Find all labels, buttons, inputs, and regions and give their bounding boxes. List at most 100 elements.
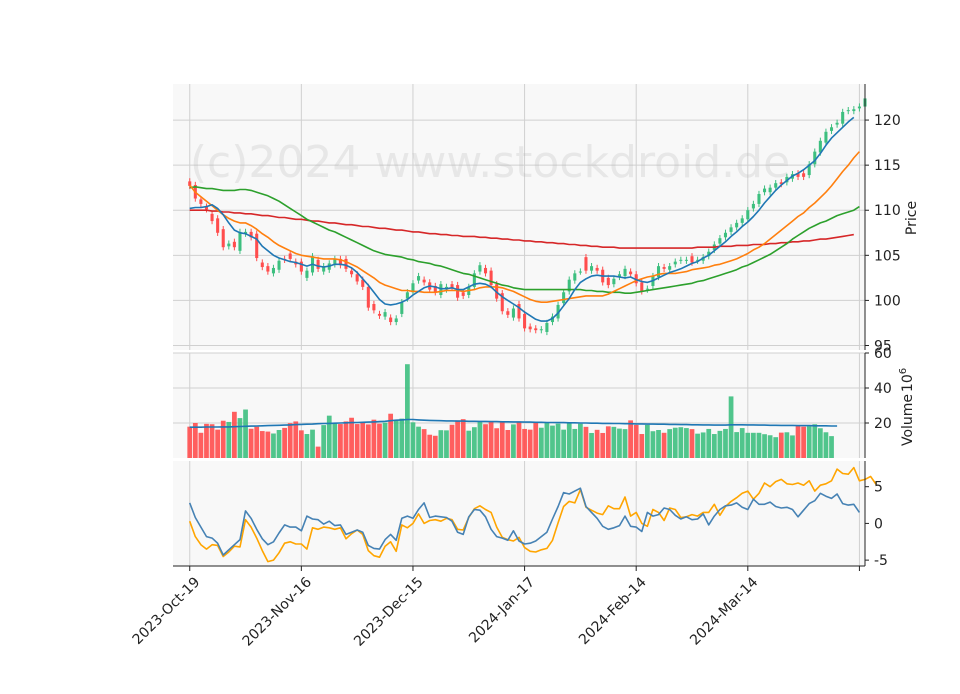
candle-body: [835, 122, 839, 125]
volume-bar: [667, 429, 673, 458]
volume-bar: [706, 428, 712, 458]
volume-bar: [466, 430, 472, 458]
candle-body: [483, 267, 488, 274]
moving-average-fast-line: [189, 116, 855, 322]
volume-bar: [756, 432, 762, 458]
candle-body: [578, 271, 582, 273]
volume-bar: [304, 434, 310, 458]
oscillator-y-tick-label: 0: [874, 516, 883, 532]
oscillator-y-tick-label: -5: [874, 553, 888, 569]
candle-body: [829, 127, 834, 131]
volume-bar: [326, 415, 332, 458]
candle-body: [629, 271, 633, 275]
volume-bar: [338, 424, 343, 458]
candle-body: [511, 308, 515, 318]
candle-body: [807, 164, 811, 176]
moving-average-mid-line: [189, 151, 860, 304]
volume-bar: [471, 427, 477, 458]
volume-bar: [611, 426, 617, 458]
candle-body: [528, 326, 532, 330]
candle-body: [556, 304, 560, 319]
volume-bar: [220, 420, 226, 458]
volume-bar: [594, 429, 600, 458]
candle-body: [361, 279, 365, 287]
volume-bar: [550, 425, 555, 458]
candle-body: [584, 257, 588, 271]
candle-body: [539, 329, 543, 331]
candle-body: [718, 238, 722, 244]
candle-body: [244, 231, 248, 234]
volume-bar: [511, 424, 516, 458]
volume-bar: [310, 429, 315, 458]
volume-bar: [795, 425, 801, 458]
volume-bar: [232, 411, 237, 458]
candle-body: [523, 313, 527, 329]
volume-bar: [282, 427, 287, 458]
candle-body: [668, 266, 672, 270]
candle-body: [344, 258, 348, 269]
candle-body: [210, 213, 214, 222]
volume-bar: [254, 426, 260, 458]
volume-bar: [533, 422, 539, 458]
candle-body: [377, 313, 382, 316]
volume-bar: [817, 428, 823, 458]
volume-bar: [293, 421, 299, 458]
volume-bar: [287, 423, 293, 458]
candle-body: [656, 266, 661, 277]
candle-body: [696, 259, 700, 261]
candle-body: [640, 282, 644, 292]
x-tick-label: 2023-Nov-16: [240, 574, 315, 649]
volume-y-tick-label: 20: [874, 416, 892, 432]
candle-body: [662, 267, 666, 269]
candle-body: [818, 140, 822, 153]
volume-bar: [728, 396, 734, 458]
candle-body: [333, 258, 337, 265]
candle-body: [456, 285, 460, 298]
candle-body: [383, 312, 387, 317]
volume-bar: [633, 424, 639, 458]
price-y-tick-label: 110: [874, 203, 901, 219]
volume-bar: [477, 421, 483, 458]
candle-body: [472, 273, 476, 287]
volume-exponent: 6: [898, 368, 909, 374]
candle-body: [271, 267, 275, 274]
volume-bar: [823, 432, 829, 458]
volume-bar: [505, 430, 511, 458]
x-tick-label: 2024-Jan-17: [466, 574, 538, 646]
volume-bar: [695, 433, 700, 458]
candle-body: [461, 292, 465, 296]
volume-bar: [544, 422, 550, 458]
volume-bar: [751, 432, 756, 458]
volume-bar: [650, 431, 656, 458]
price-axis-label: Price: [904, 201, 920, 235]
volume-average-line: [189, 418, 838, 429]
oscillator-line-orange: [188, 466, 877, 563]
volume-bar: [516, 422, 522, 458]
volume-bar: [438, 430, 444, 458]
candle-body: [813, 151, 817, 165]
candle-body: [768, 187, 772, 193]
candle-body: [478, 265, 482, 272]
candle-body: [400, 302, 404, 314]
candle-body: [450, 284, 454, 288]
volume-bar: [778, 432, 784, 458]
volume-bar: [734, 432, 740, 458]
candle-body: [199, 199, 203, 204]
candle-body: [763, 188, 767, 193]
volume-bar: [717, 430, 723, 458]
candle-body: [751, 203, 755, 209]
candle-body: [590, 266, 594, 271]
candle-body: [305, 270, 309, 278]
candle-body: [757, 194, 761, 204]
volume-bar: [494, 428, 500, 458]
volume-exponent-label: 106: [898, 368, 916, 392]
volume-bar: [360, 422, 366, 458]
candle-body: [389, 317, 393, 323]
volume-bar: [276, 430, 282, 458]
candle-body: [221, 229, 225, 248]
candle-body: [355, 274, 359, 282]
candle-body: [740, 218, 744, 223]
volume-bar: [745, 432, 751, 458]
volume-bar: [192, 423, 198, 458]
